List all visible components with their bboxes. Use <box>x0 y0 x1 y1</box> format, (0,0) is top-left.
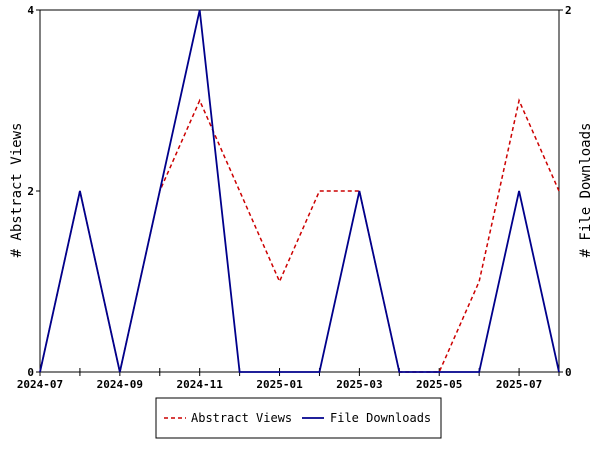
x-tick-label: 2025-03 <box>336 378 382 391</box>
right-tick-label: 2 <box>565 4 572 17</box>
series-layer <box>39 9 560 373</box>
left-tick-label: 0 <box>27 366 34 379</box>
left-axis-title: # Abstract Views <box>9 123 25 258</box>
right-axis-title: # File Downloads <box>578 123 594 258</box>
x-tick-label: 2025-01 <box>256 378 303 391</box>
left-y-axis: 0 2 4 <box>27 4 40 379</box>
legend: Abstract Views File Downloads <box>155 397 442 439</box>
plot-border <box>39 9 560 373</box>
series-line-abstract-views <box>39 98 560 373</box>
x-tick-label: 2025-07 <box>496 378 542 391</box>
right-tick-label: 0 <box>565 366 572 379</box>
left-tick-label: 4 <box>27 4 34 17</box>
right-y-axis: 02 <box>559 4 572 379</box>
plot-area <box>39 9 560 373</box>
legend-label-file-downloads: File Downloads <box>330 411 431 425</box>
x-tick-label: 2025-05 <box>416 378 462 391</box>
x-tick-label: 2024-07 <box>17 378 63 391</box>
series-line-file-downloads <box>39 9 560 373</box>
x-axis: 2024-07 2024-09 2024-11 2025-01 2025-03 2025-… <box>17 368 560 391</box>
legend-box <box>155 397 442 439</box>
x-tick-label: 2024-11 <box>177 378 224 391</box>
left-tick-label: 2 <box>27 185 34 198</box>
x-tick-label: 2024-09 <box>97 378 143 391</box>
legend-label-abstract-views: Abstract Views <box>191 411 292 425</box>
